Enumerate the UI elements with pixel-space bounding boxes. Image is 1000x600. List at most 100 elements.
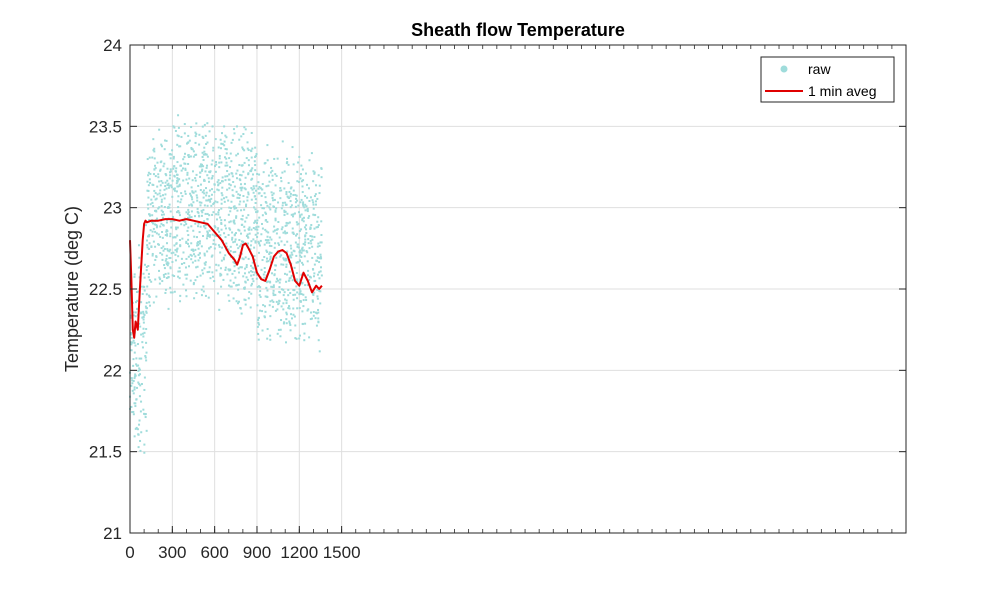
raw-point [187,216,190,219]
raw-point [261,310,264,313]
raw-point [320,234,323,237]
raw-point [274,242,277,245]
raw-point [208,180,211,183]
raw-point [210,204,213,207]
raw-point [143,276,146,279]
raw-point [258,323,261,326]
raw-point [250,178,253,181]
raw-point [285,224,288,227]
raw-point [168,177,171,180]
raw-point [239,179,242,182]
raw-point [305,299,308,302]
raw-point [274,209,277,212]
raw-point [290,213,293,216]
raw-point [318,271,321,274]
raw-point [152,149,155,152]
raw-point [139,312,142,315]
raw-point [174,249,177,252]
raw-point [157,207,160,210]
raw-point [148,178,151,181]
raw-point [187,162,190,165]
raw-point [257,285,260,288]
raw-point [232,297,235,300]
raw-point [261,259,264,262]
raw-point [150,245,153,248]
raw-point [211,159,214,162]
raw-point [134,344,137,347]
raw-point [268,244,271,247]
raw-point [289,292,292,295]
raw-point [266,144,269,147]
raw-point [148,295,151,298]
raw-point [154,198,157,201]
raw-point [318,290,321,293]
raw-point [217,189,220,192]
raw-point [314,213,317,216]
raw-point [201,272,204,275]
raw-point [288,270,291,273]
raw-point [214,170,217,173]
raw-point [225,242,228,245]
raw-point [301,185,304,188]
raw-point [204,263,207,266]
raw-point [160,198,163,201]
raw-point [262,207,265,210]
raw-point [299,300,302,303]
raw-point [289,187,292,190]
raw-point [273,225,276,228]
raw-point [144,263,147,266]
raw-point [199,183,202,186]
raw-point [224,179,227,182]
raw-point [220,221,223,224]
raw-point [289,244,292,247]
raw-point [196,196,199,199]
raw-point [159,189,162,192]
raw-point [215,161,218,164]
raw-point [182,219,185,222]
raw-point [153,150,156,153]
raw-point [164,181,167,184]
raw-point [146,180,149,183]
raw-point [169,235,172,238]
raw-point [139,449,142,452]
raw-point [234,250,237,253]
raw-point [138,357,141,360]
raw-point [303,243,306,246]
raw-point [204,170,207,173]
raw-point [305,250,308,253]
raw-point [145,293,148,296]
raw-point [172,216,175,219]
raw-point [202,208,205,211]
raw-point [183,262,186,265]
raw-point [316,226,319,229]
raw-point [229,210,232,213]
raw-point [253,258,256,261]
legend[interactable]: raw 1 min aveg [760,56,895,103]
raw-point [194,177,197,180]
raw-point [211,271,214,274]
raw-point [197,241,200,244]
raw-point [176,226,179,229]
raw-point [279,186,282,189]
raw-point [171,274,174,277]
raw-point [134,374,137,377]
raw-point [256,221,259,224]
raw-point [148,279,151,282]
raw-point [225,136,228,139]
raw-point [314,193,317,196]
raw-point [269,208,272,211]
raw-point [210,255,213,258]
raw-point [142,312,145,315]
raw-point [188,216,191,219]
raw-point [274,309,277,312]
raw-point [152,184,155,187]
raw-point [315,226,318,229]
raw-point [224,134,227,137]
raw-point [183,224,186,227]
raw-point [292,163,295,166]
raw-point [190,126,193,129]
raw-point [204,212,207,215]
raw-point [176,180,179,183]
raw-point [243,298,246,301]
raw-point [217,211,220,214]
